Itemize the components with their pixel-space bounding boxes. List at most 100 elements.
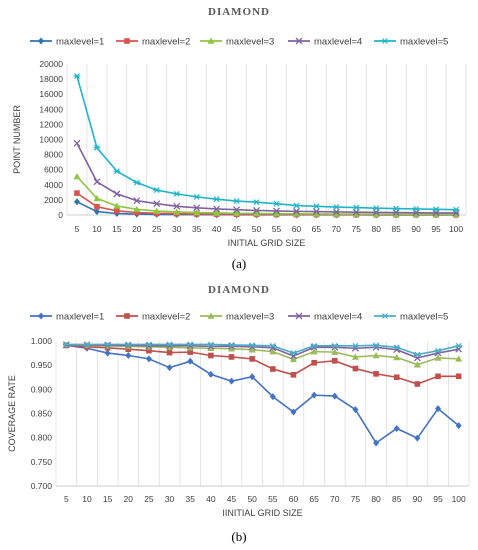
- series-line: [66, 344, 459, 366]
- data-point: [124, 341, 132, 349]
- data-point: [133, 197, 141, 205]
- x-tick-label: 30: [172, 224, 182, 234]
- data-point: [289, 355, 297, 363]
- data-point: [312, 203, 320, 210]
- data-point: [104, 349, 111, 357]
- gridlines: [55, 341, 470, 486]
- x-tick-label: 75: [351, 494, 361, 504]
- legend-item: maxlevel=1: [30, 36, 104, 47]
- x-tick-label: 5: [75, 224, 80, 234]
- data-point: [125, 346, 132, 353]
- data-point: [114, 208, 120, 214]
- legend-label: maxlevel=4: [314, 36, 362, 47]
- data-point: [83, 341, 91, 348]
- x-tick-label: 10: [82, 494, 92, 504]
- legend-item: maxlevel=3: [200, 36, 274, 47]
- y-tick-label: 16000: [39, 89, 63, 99]
- series-line: [76, 142, 457, 214]
- x-tick-label: 70: [332, 224, 342, 234]
- data-point: [412, 210, 420, 218]
- data-point: [248, 342, 256, 349]
- data-point: [373, 371, 379, 377]
- data-point: [269, 393, 276, 401]
- y-ticks: 0 2000 4000 6000 8000 10000 12000 14000 16000 180…: [39, 59, 63, 220]
- x-tick-label: 80: [371, 224, 381, 234]
- series-line: [66, 344, 460, 445]
- series-5: [62, 341, 463, 358]
- data-point: [312, 210, 320, 217]
- data-point: [187, 349, 194, 355]
- legend-marker: [207, 37, 215, 44]
- y-tick-label: 0.950: [31, 360, 53, 370]
- legend-label: maxlevel=4: [314, 311, 362, 322]
- data-point: [73, 73, 81, 80]
- data-point: [193, 204, 201, 212]
- x-tick-label: 30: [165, 494, 175, 504]
- data-point: [412, 206, 420, 212]
- data-point: [311, 359, 317, 366]
- x-tick-label: 100: [449, 224, 463, 234]
- data-point: [93, 178, 101, 186]
- legend-marker: [38, 37, 44, 45]
- data-point: [331, 342, 339, 349]
- data-point: [311, 391, 318, 399]
- data-point: [93, 144, 101, 151]
- data-point: [332, 210, 340, 217]
- x-tick-label: 10: [92, 224, 102, 234]
- data-point: [153, 200, 161, 208]
- data-point: [173, 202, 181, 210]
- x-tick-label: 15: [112, 224, 122, 234]
- y-tick-label: 0.800: [31, 433, 53, 443]
- y-tick-label: 4000: [44, 180, 63, 190]
- data-point: [352, 204, 360, 211]
- data-point: [104, 341, 112, 348]
- data-point: [352, 365, 359, 372]
- legend-label: maxlevel=1: [56, 36, 104, 47]
- data-point: [134, 209, 140, 216]
- x-tick-label: 60: [289, 494, 299, 504]
- data-point: [372, 342, 380, 349]
- data-point: [372, 210, 380, 217]
- data-point: [312, 208, 320, 216]
- legend-marker: [38, 312, 44, 320]
- x-tick-label: 5: [64, 494, 69, 504]
- x-tick-label: 90: [411, 224, 421, 234]
- y-tick-label: 6000: [44, 165, 63, 175]
- data-point: [272, 200, 280, 207]
- x-ticks: 5 10 15 20 25 30 35 40 45 50 55 60 65 70 75 80 85 90 95 100: [64, 494, 466, 504]
- legend-item: maxlevel=1: [30, 311, 104, 322]
- data-point: [331, 392, 338, 400]
- data-point: [373, 439, 380, 447]
- data-point: [432, 206, 440, 213]
- data-point: [269, 348, 277, 355]
- legend-item: maxlevel=5: [374, 36, 448, 47]
- data-point: [233, 198, 241, 204]
- data-point: [372, 352, 380, 359]
- legend-item: maxlevel=2: [116, 311, 190, 322]
- data-point: [372, 205, 380, 212]
- x-tick-label: 95: [431, 224, 441, 234]
- data-point: [228, 341, 236, 348]
- data-point: [413, 361, 421, 368]
- data-point: [253, 207, 260, 214]
- data-point: [213, 209, 221, 216]
- data-point: [153, 207, 161, 214]
- data-point: [331, 358, 338, 364]
- data-point: [352, 210, 360, 217]
- data-point: [332, 204, 340, 210]
- data-point: [393, 353, 401, 361]
- series-5: [73, 73, 460, 213]
- data-point: [193, 193, 201, 200]
- data-point: [145, 355, 152, 363]
- data-point: [434, 347, 442, 354]
- x-tick-label: 40: [206, 494, 216, 504]
- y-tick-label: 10000: [39, 135, 63, 145]
- legend-item: maxlevel=2: [116, 36, 190, 47]
- x-tick-label: 75: [352, 224, 362, 234]
- legend-marker: [124, 313, 130, 319]
- legend-item: maxlevel=5: [374, 311, 448, 322]
- data-point: [434, 354, 442, 361]
- data-point: [290, 408, 297, 416]
- data-point: [173, 208, 181, 215]
- data-point: [113, 168, 121, 175]
